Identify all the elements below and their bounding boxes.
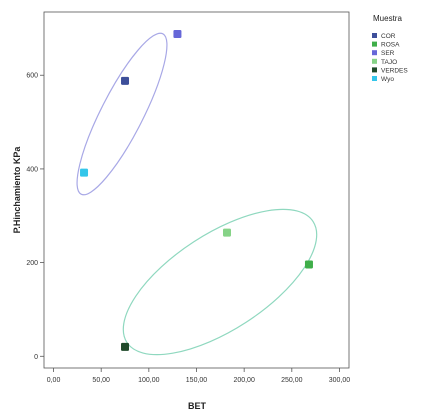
x-tick-label: 150,00 (186, 377, 208, 384)
point-cor (121, 76, 130, 85)
x-axis: 0,00 50,00 100,00 150,00 200,00 250,00 300,00 (47, 368, 351, 384)
point-ser (173, 30, 182, 39)
legend-label-cor: COR (381, 33, 396, 40)
upper-group-ellipse (76, 32, 168, 196)
group-ellipses (76, 32, 318, 356)
data-points (80, 30, 313, 351)
x-tick-label: 0,00 (47, 377, 61, 384)
x-tick-label: 300,00 (329, 377, 351, 384)
legend-swatch-wyo (372, 76, 377, 81)
legend-title: Muestra (373, 14, 402, 23)
plot-area (43, 11, 350, 369)
y-axis: 0 200 400 600 (26, 73, 44, 361)
x-tick-label: 250,00 (281, 377, 303, 384)
legend-label-tajo: TAJO (381, 59, 397, 66)
x-axis-title: BET (188, 401, 207, 411)
legend-swatch-tajo (372, 58, 377, 64)
legend-swatch-cor (372, 33, 377, 38)
legend-swatch-rosa (372, 41, 377, 47)
y-tick-label: 600 (26, 73, 38, 80)
x-tick-label: 200,00 (233, 377, 255, 384)
point-verdes (121, 342, 130, 351)
legend-label-ser: SER (381, 50, 395, 57)
x-tick-label: 50,00 (92, 377, 110, 384)
y-tick-label: 200 (26, 260, 38, 267)
legend-swatch-ser (372, 50, 377, 56)
y-tick-label: 0 (34, 354, 38, 361)
legend-label-verdes: VERDES (381, 67, 408, 74)
point-wyo (80, 168, 89, 177)
x-tick-label: 100,00 (138, 377, 160, 384)
lower-group-ellipse (122, 208, 318, 356)
legend-label-rosa: ROSA (381, 42, 400, 49)
y-axis-title: P.Hinchamiento KPa (12, 146, 22, 234)
legend-swatch-verdes (372, 67, 377, 73)
y-tick-label: 400 (26, 166, 38, 173)
point-tajo (223, 228, 231, 237)
point-rosa (304, 260, 313, 269)
legend-label-wyo: Wyo (381, 76, 394, 83)
